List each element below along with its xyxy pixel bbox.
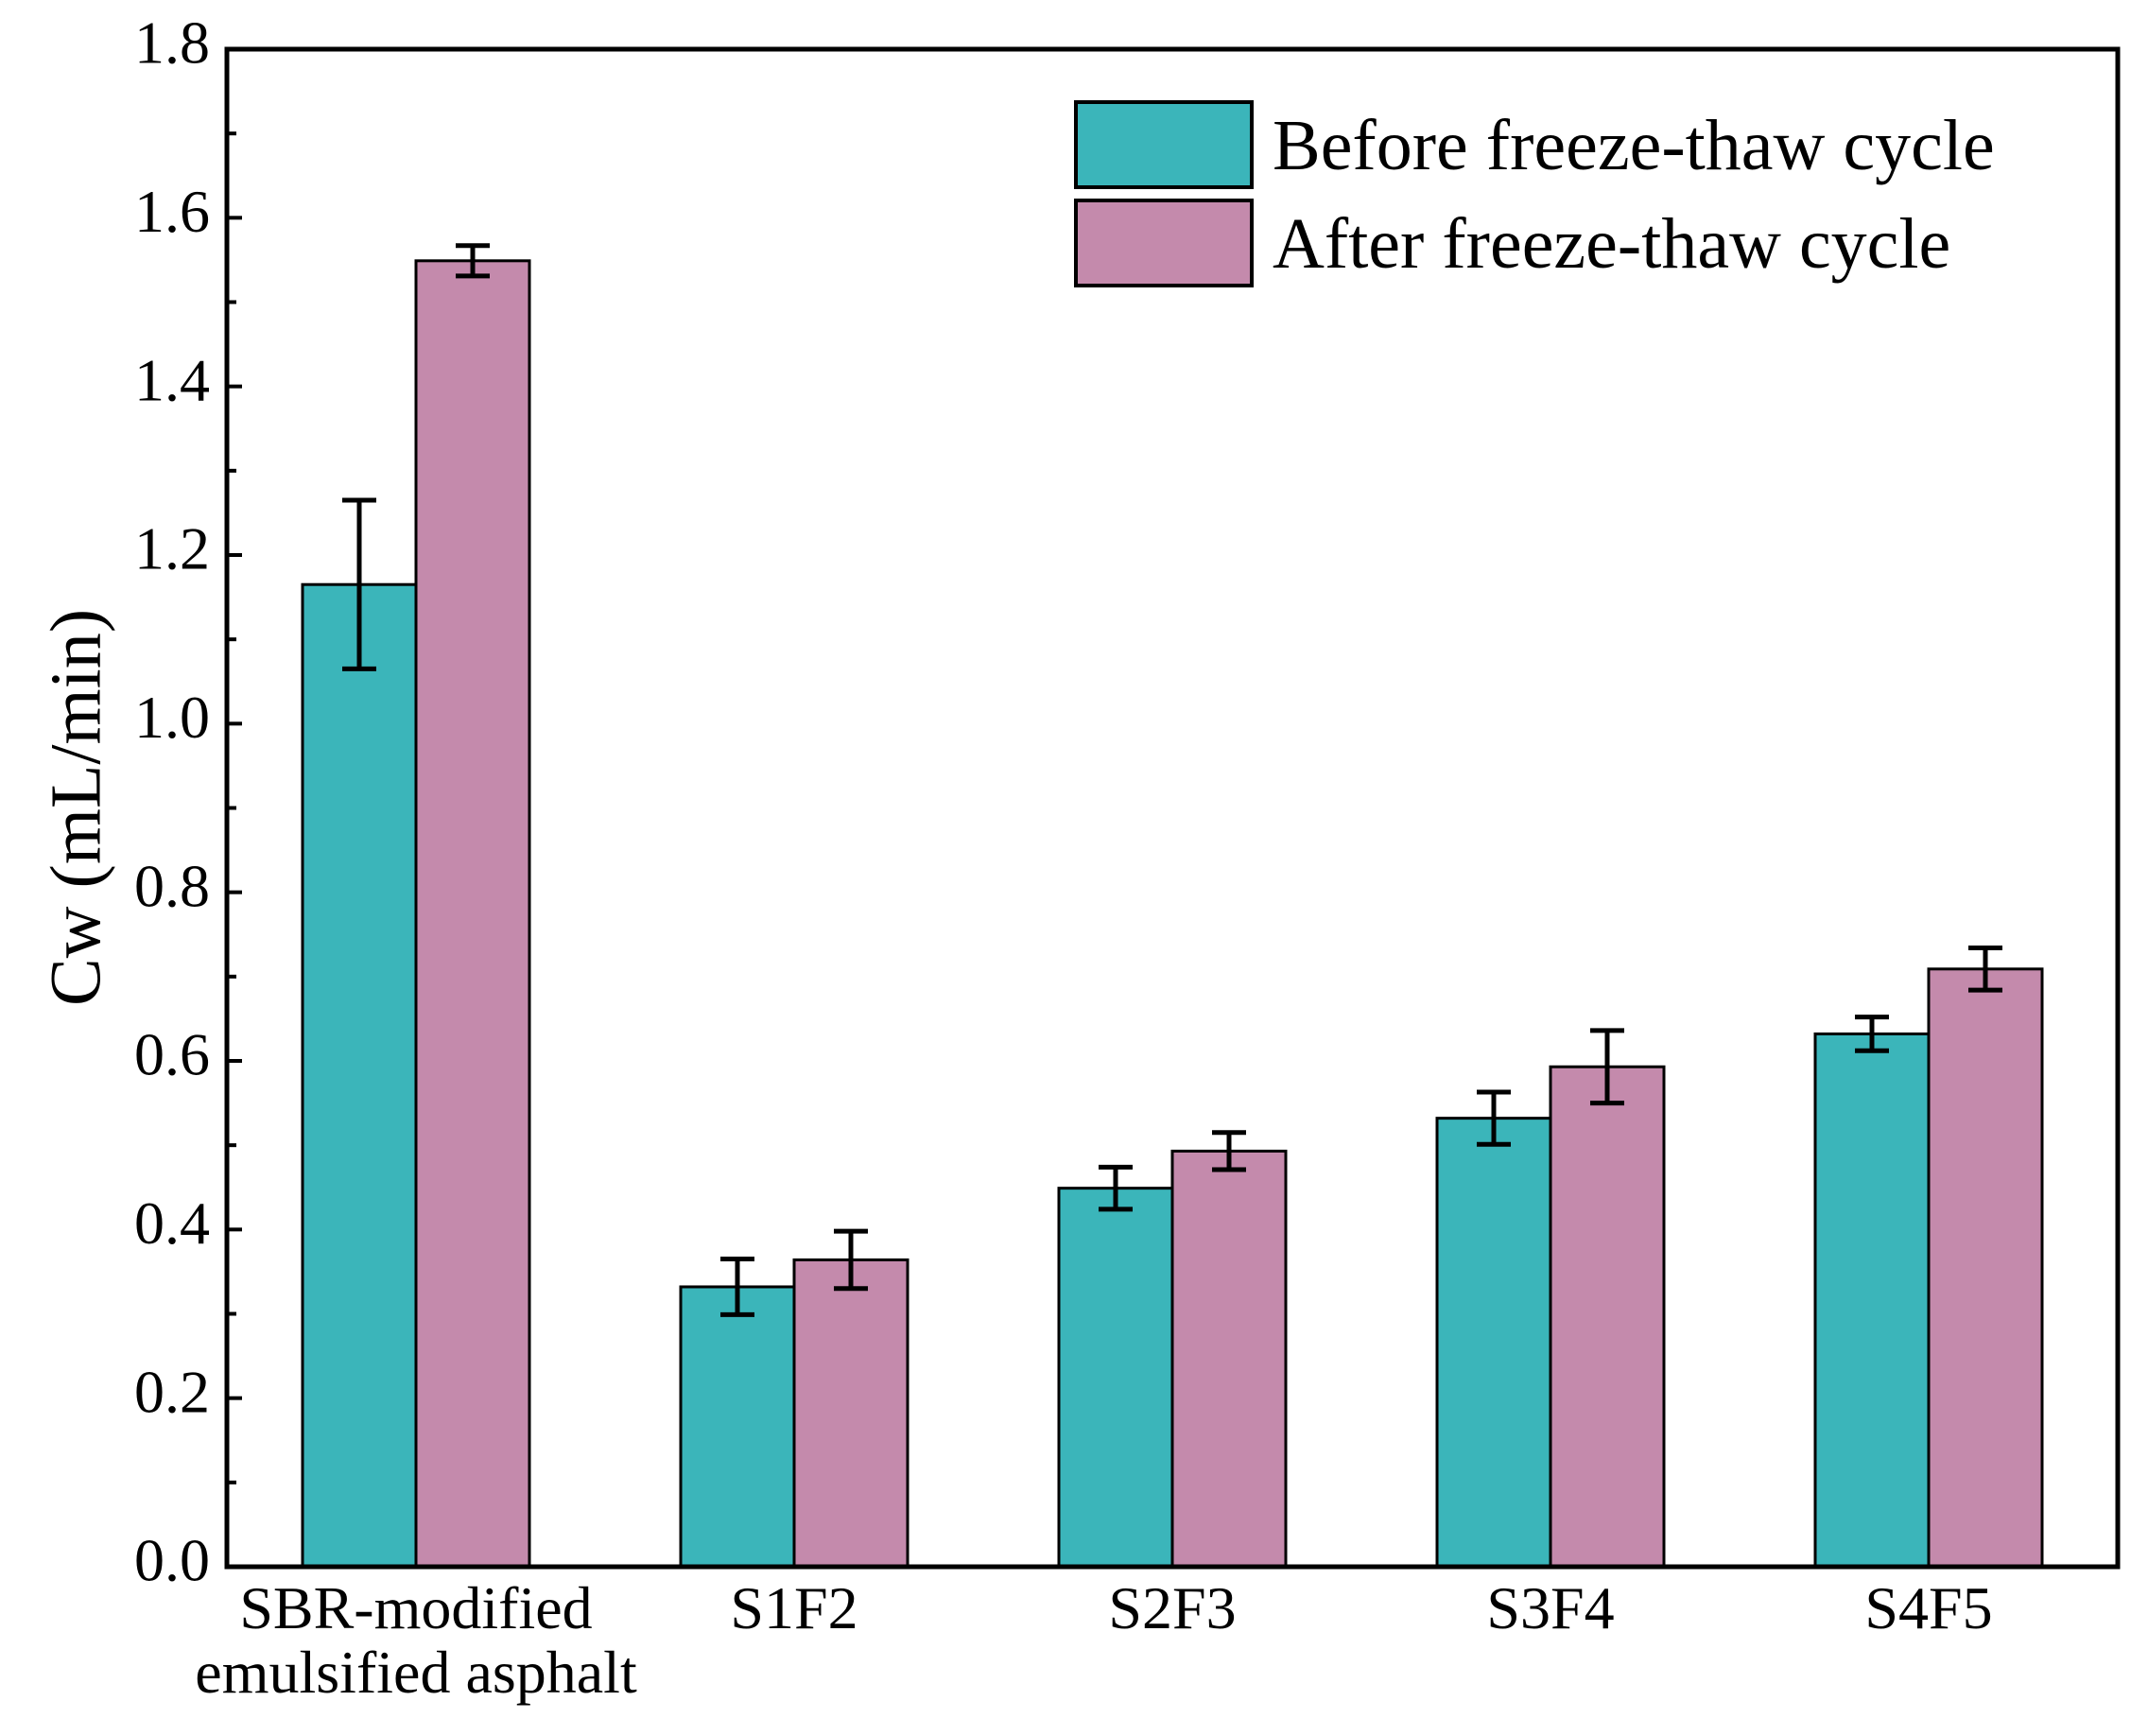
- bars-layer: [301, 259, 2044, 1569]
- x-category-label: S4F5: [1864, 1574, 1992, 1641]
- y-tick-label: 0.4: [134, 1189, 210, 1257]
- y-tick-label: 0.8: [134, 852, 210, 919]
- y-tick-label: 0.0: [134, 1527, 210, 1594]
- x-category-label-line: S1F2: [730, 1574, 857, 1641]
- bar: [792, 1258, 909, 1569]
- legend: Before freeze-thaw cycle After freeze-th…: [1074, 100, 1995, 287]
- y-tick-label: 1.4: [134, 346, 210, 413]
- bar: [301, 582, 418, 1569]
- y-axis: 0.0 0.2 0.4 0.6 0.8 1.0 1.2 1.4 1.6 1.8: [134, 9, 242, 1594]
- legend-label-before: Before freeze-thaw cycle: [1273, 106, 1995, 185]
- x-category-label-line: emulsified asphalt: [195, 1639, 637, 1706]
- bar: [1435, 1117, 1552, 1569]
- bar: [1813, 1032, 1931, 1569]
- y-tick-label: 0.2: [134, 1358, 210, 1425]
- bar: [1170, 1149, 1288, 1569]
- y-tick-label: 1.8: [134, 9, 210, 77]
- bar: [1549, 1065, 1666, 1569]
- bar: [414, 259, 531, 1569]
- y-tick-label: 1.2: [134, 515, 210, 582]
- x-axis: SBR-modified emulsified asphalt S1F2 S2F3 S3…: [195, 1574, 1992, 1706]
- y-tick-label: 0.6: [134, 1021, 210, 1088]
- x-category-label-line: S4F5: [1864, 1574, 1992, 1641]
- legend-swatch-before: [1074, 100, 1254, 189]
- x-category-label-line: S3F4: [1486, 1574, 1614, 1641]
- x-category-label: S1F2: [730, 1574, 857, 1641]
- y-tick-label: 1.6: [134, 178, 210, 245]
- bar: [679, 1285, 796, 1569]
- y-tick-label: 1.0: [134, 684, 210, 751]
- x-category-label: S3F4: [1486, 1574, 1614, 1641]
- x-category-label-line: SBR-modified: [239, 1574, 592, 1641]
- legend-label-after: After freeze-thaw cycle: [1273, 204, 1950, 284]
- x-category-label-line: S2F3: [1108, 1574, 1236, 1641]
- legend-swatch-after: [1074, 199, 1254, 287]
- bar: [1057, 1187, 1174, 1569]
- x-category-label: S2F3: [1108, 1574, 1236, 1641]
- x-category-label: SBR-modified emulsified asphalt: [195, 1574, 637, 1706]
- bar: [1927, 967, 2044, 1569]
- error-bars-layer: [342, 243, 2002, 1317]
- y-axis-title: Cw (mL/min): [36, 609, 115, 1006]
